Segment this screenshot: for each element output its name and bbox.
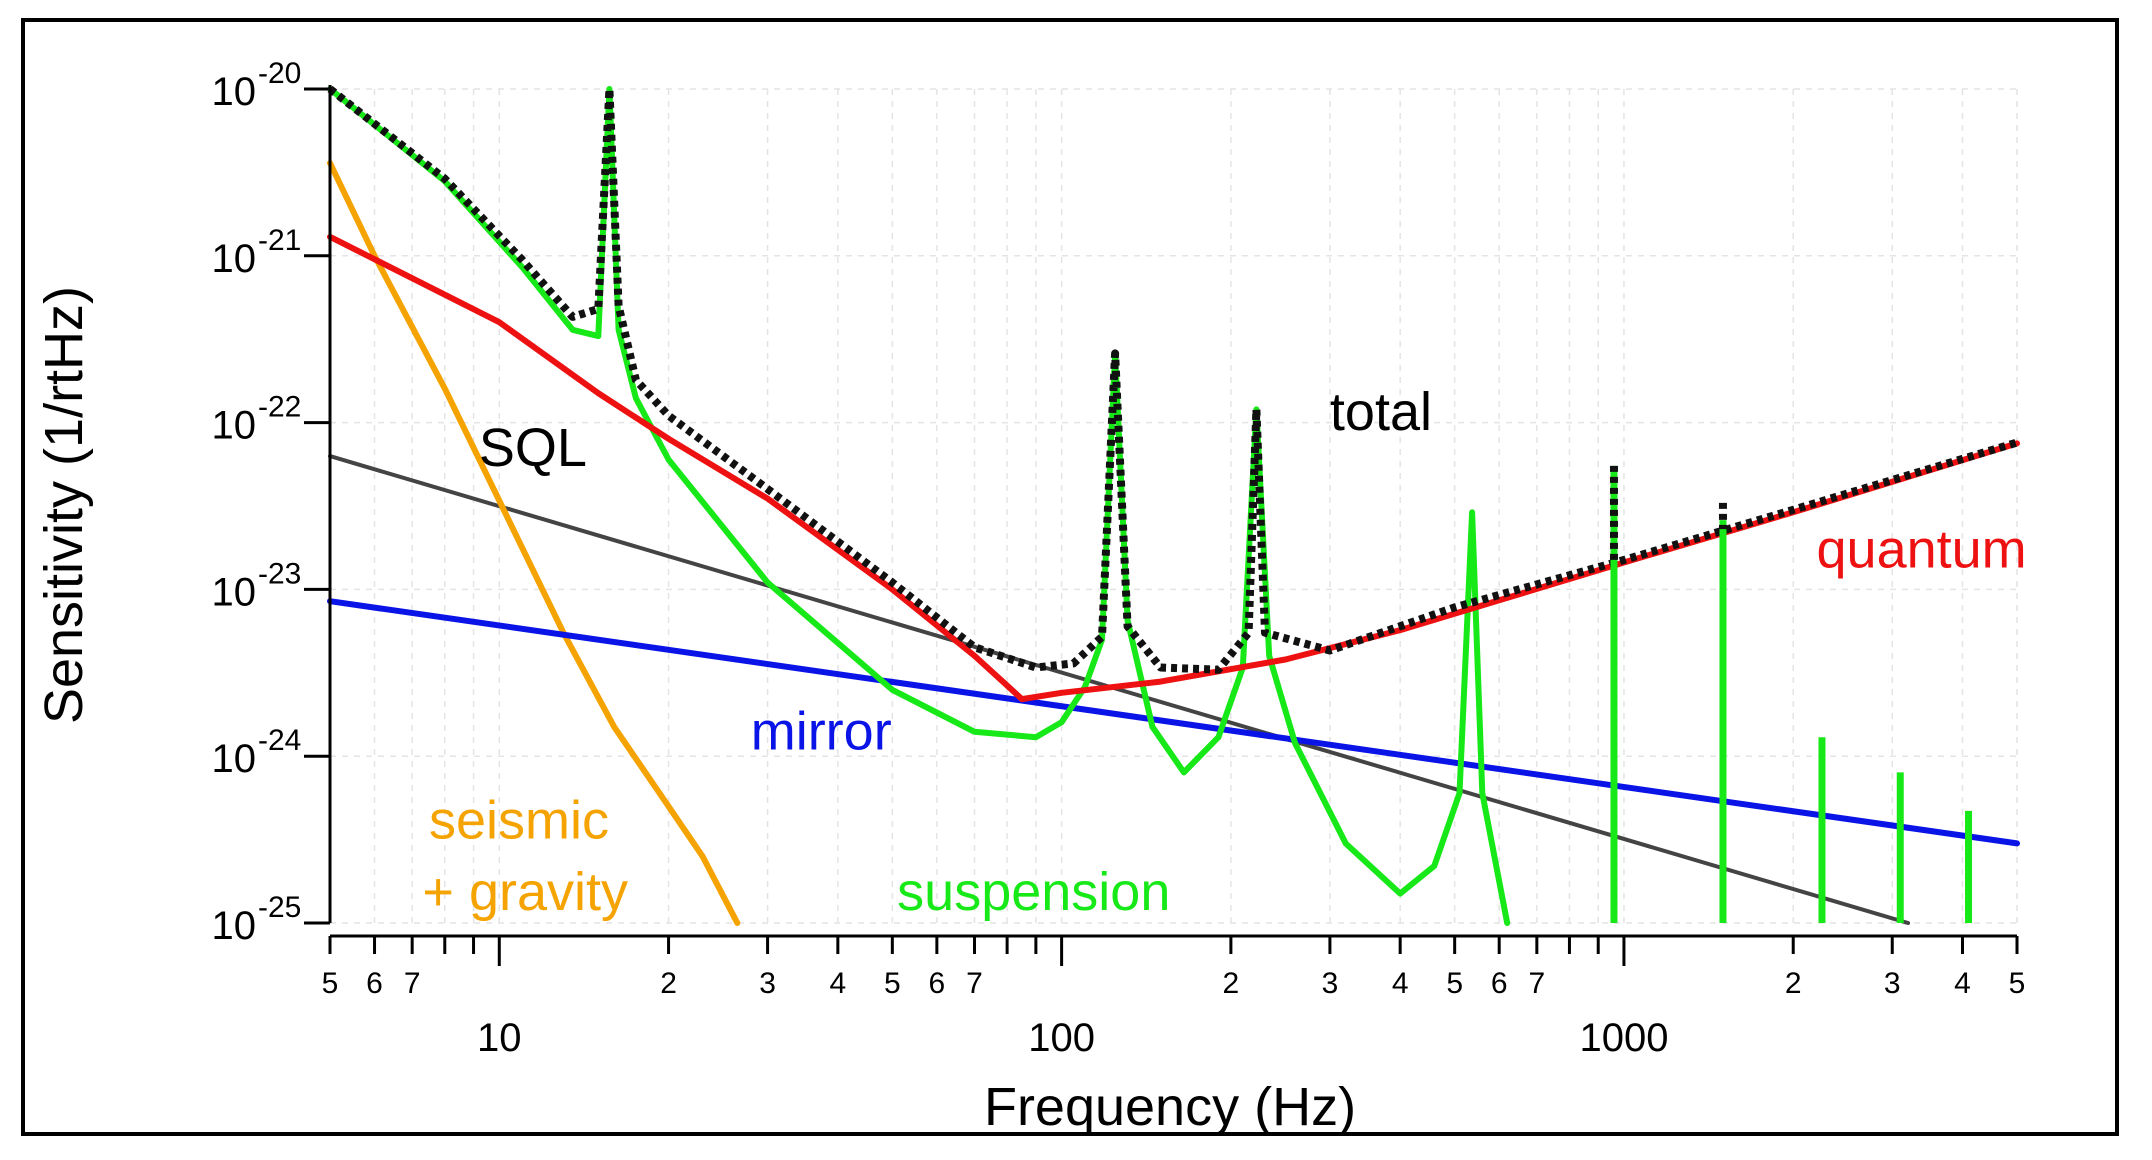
x-minor-tick-label: 4 (829, 967, 846, 1000)
x-axis-label: Frequency (Hz) (984, 1077, 1356, 1137)
y-tick-label-exponent: -20 (258, 57, 301, 90)
x-minor-tick-label: 2 (1785, 967, 1802, 1000)
y-tick-label: 10 (212, 737, 257, 781)
y-tick-label-exponent: -23 (258, 557, 301, 590)
series-sql (328, 454, 1910, 925)
y-tick-label: 10 (212, 70, 257, 114)
series-layer (327, 85, 2020, 926)
series-total (327, 85, 2019, 674)
figure-frame (21, 18, 2119, 1136)
y-tick-label: 10 (212, 570, 257, 614)
annotation-sql: SQL (479, 418, 587, 478)
x-major-tick-label: 100 (1028, 1016, 1095, 1060)
annotation-seismic: seismic (429, 791, 609, 851)
y-tick-label-exponent: -21 (258, 224, 301, 257)
x-minor-tick-label: 3 (1884, 967, 1901, 1000)
x-minor-tick-label: 7 (1528, 967, 1545, 1000)
y-tick-label: 10 (212, 904, 257, 948)
x-minor-tick-label: 7 (404, 967, 421, 1000)
x-minor-tick-label: 3 (1322, 967, 1339, 1000)
x-minor-tick-label: 5 (1446, 967, 1463, 1000)
y-tick-label-exponent: -25 (258, 891, 301, 924)
annotation-gravity: + gravity (422, 862, 628, 922)
x-minor-tick-label: 6 (1491, 967, 1508, 1000)
x-minor-tick-label: 6 (929, 967, 946, 1000)
x-minor-tick-label: 7 (966, 967, 983, 1000)
annotations: total SQL quantum mirror seismic + gravity sus… (422, 382, 2026, 922)
x-minor-tick-label: 2 (660, 967, 677, 1000)
x-minor-tick-label: 2 (1223, 967, 1240, 1000)
x-minor-tick-label: 5 (2009, 967, 2026, 1000)
x-major-tick-label: 1000 (1579, 1016, 1668, 1060)
y-tick-label-exponent: -24 (258, 724, 301, 757)
series-mirror (327, 598, 2020, 847)
x-minor-tick-label: 5 (884, 967, 901, 1000)
x-major-tick-label: 10 (477, 1016, 522, 1060)
x-minor-tick-label: 4 (1954, 967, 1971, 1000)
y-tick-label: 10 (212, 404, 257, 448)
annotation-mirror: mirror (751, 701, 892, 761)
y-axis-label: Sensitivity (1/rtHz) (34, 286, 94, 724)
annotation-total: total (1330, 382, 1432, 442)
x-minor-tick-label: 5 (322, 967, 339, 1000)
x-minor-tick-label: 3 (759, 967, 776, 1000)
annotation-quantum: quantum (1817, 520, 2027, 580)
y-tick-label-exponent: -22 (258, 391, 301, 424)
x-minor-tick-label: 4 (1392, 967, 1409, 1000)
annotation-suspension: suspension (897, 862, 1170, 922)
y-tick-label: 10 (212, 237, 257, 281)
x-minor-tick-label: 6 (366, 967, 383, 1000)
